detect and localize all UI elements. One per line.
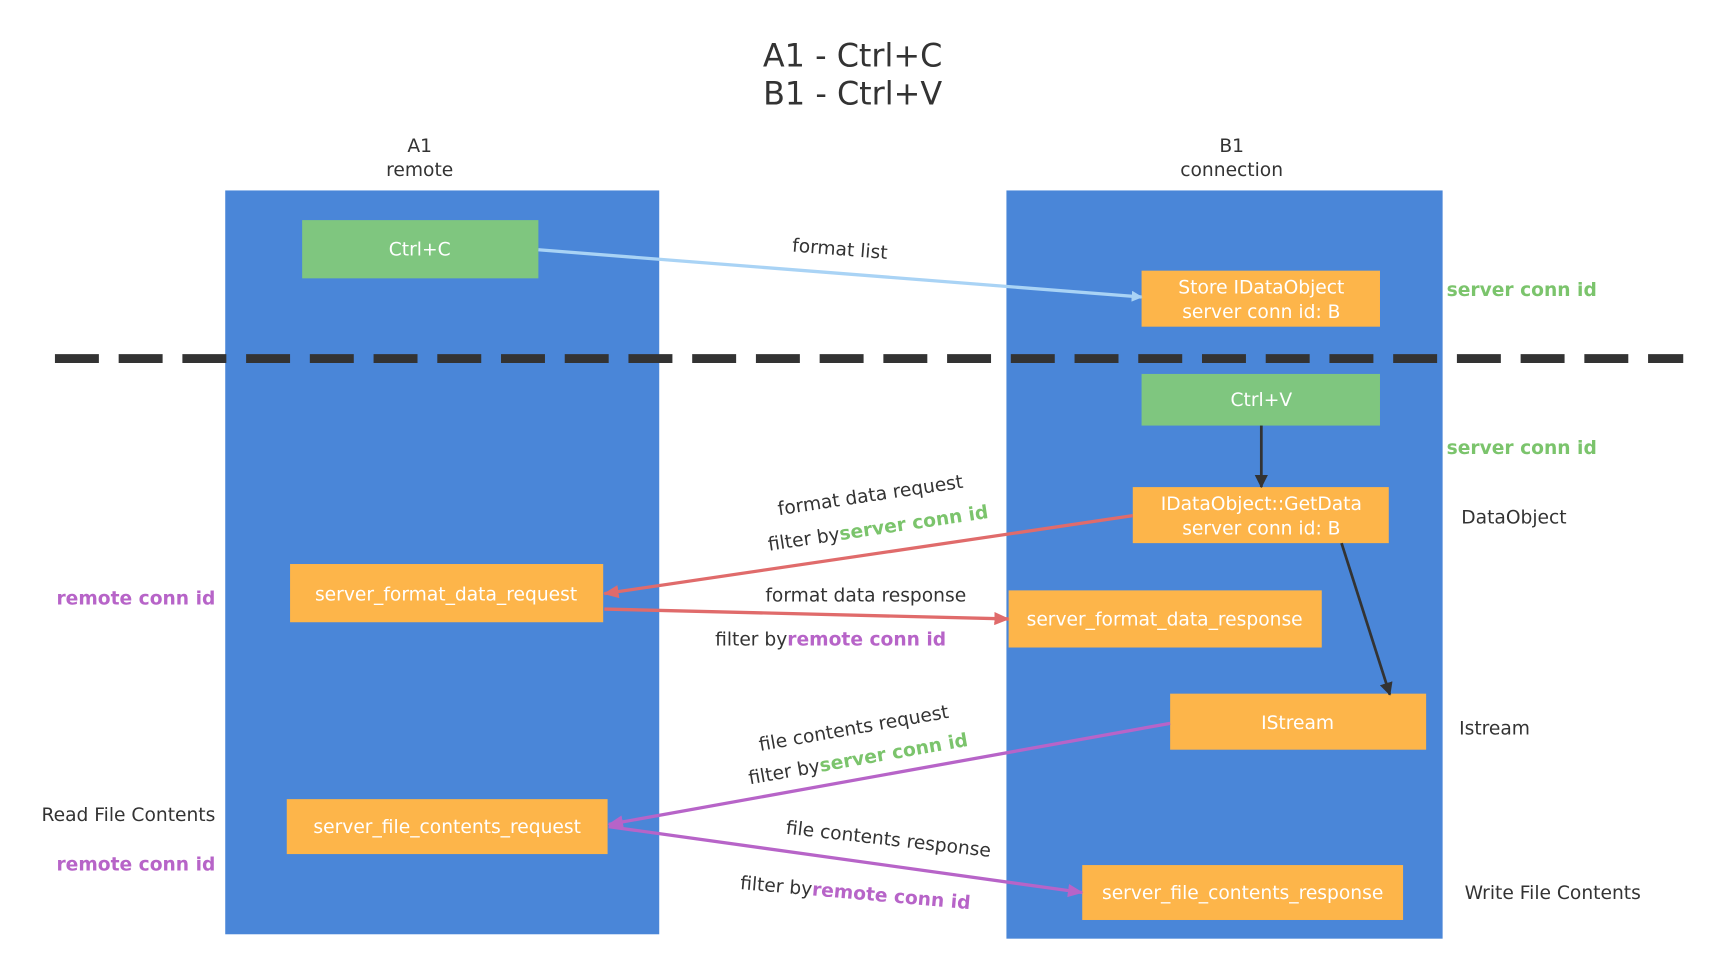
ctrl-c-label: Ctrl+C <box>389 239 451 260</box>
side-istream: Istream <box>1459 718 1530 739</box>
file-contents-response-arrow <box>608 824 1084 898</box>
format-request-box: server_format_data_request <box>290 564 604 623</box>
lane-b1-name: B1 <box>1219 136 1244 157</box>
side-read-file-contents: Read File Contents <box>41 805 215 826</box>
getdata-to-istream-arrow <box>1340 542 1393 696</box>
istream-label: IStream <box>1261 713 1334 734</box>
title-line-1: A1 - Ctrl+C <box>763 36 942 74</box>
istream-box: IStream <box>1170 693 1427 750</box>
format-data-request-arrow <box>603 514 1134 599</box>
store-line2: server conn id: B <box>1182 302 1340 323</box>
file-response-box: server_file_contents_response <box>1082 865 1404 920</box>
file-response-label: server_file_contents_response <box>1102 883 1383 904</box>
store-line1: Store IDataObject <box>1178 278 1344 299</box>
file-contents-request-arrow <box>607 721 1171 829</box>
filter-by-text: filter by <box>739 873 813 900</box>
side-write-file-contents: Write File Contents <box>1465 883 1641 904</box>
ctrl-v-label: Ctrl+V <box>1231 390 1293 411</box>
filter-by-text: filter by <box>747 756 822 789</box>
getdata-line2: server conn id: B <box>1182 518 1340 539</box>
ctrl-v-box: Ctrl+V <box>1141 373 1380 426</box>
getdata-box: IDataObject::GetData server conn id: B <box>1132 487 1389 544</box>
format-data-response-label: format data response <box>765 585 966 606</box>
side-remote-conn-id-2: remote conn id <box>56 855 215 876</box>
file-request-box: server_file_contents_request <box>286 799 608 855</box>
file-response-filter: filter byremote conn id <box>739 873 971 914</box>
store-idataobject-box: Store IDataObject server conn id: B <box>1141 270 1380 327</box>
format-response-filter: filter byremote conn id <box>715 629 946 650</box>
lane-a1-name: A1 <box>407 136 432 157</box>
title-line-2: B1 - Ctrl+V <box>763 75 942 113</box>
format-list-label: format list <box>791 236 888 264</box>
getdata-line1: IDataObject::GetData <box>1161 494 1362 515</box>
lane-b1-role: connection <box>1180 160 1283 181</box>
remote-conn-id-tag: remote conn id <box>811 879 971 914</box>
format-list-arrow <box>538 248 1143 302</box>
side-server-conn-id-1: server conn id <box>1447 280 1597 301</box>
format-response-label: server_format_data_response <box>1027 610 1303 631</box>
ctrl-c-box: Ctrl+C <box>302 220 539 279</box>
lane-a1-role: remote <box>386 160 453 181</box>
side-remote-conn-id-1: remote conn id <box>56 589 215 610</box>
side-server-conn-id-2: server conn id <box>1447 438 1597 459</box>
remote-conn-id-tag: remote conn id <box>787 629 946 650</box>
file-request-label: server_file_contents_request <box>313 817 581 838</box>
filter-by-text: filter by <box>767 524 842 555</box>
format-data-response-arrow <box>604 607 1010 626</box>
format-response-box: server_format_data_response <box>1008 590 1322 648</box>
format-request-label: server_format_data_request <box>315 584 577 605</box>
side-dataobject: DataObject <box>1461 507 1566 528</box>
filter-by-text: filter by <box>715 629 787 650</box>
